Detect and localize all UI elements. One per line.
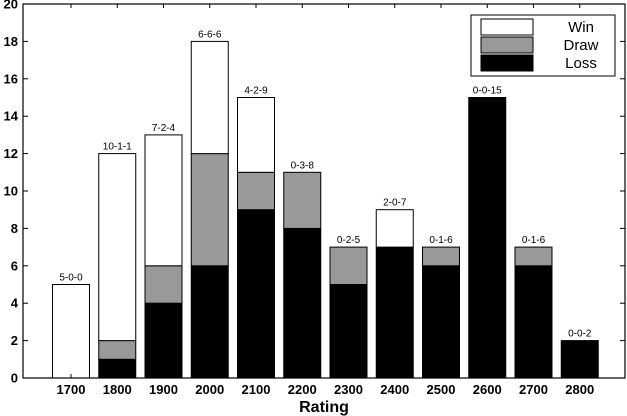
- legend-swatch-win: [480, 18, 534, 36]
- bar-label-2600: 0-0-15: [473, 86, 502, 97]
- y-tick-label-0: 0: [11, 371, 18, 386]
- bar-draw-2000: [190, 153, 229, 267]
- bar-win-1900: [144, 134, 183, 267]
- bar-loss-2300: [329, 284, 368, 379]
- bar-loss-1900: [144, 302, 183, 379]
- bar-loss-2600: [468, 97, 507, 379]
- bar-draw-2300: [329, 246, 368, 286]
- y-tick-label-4: 4: [11, 296, 19, 311]
- bar-label-1700: 5-0-0: [59, 273, 83, 284]
- bar-draw-1900: [144, 265, 183, 304]
- bar-label-2700: 0-1-6: [522, 235, 546, 246]
- bar-loss-2500: [422, 265, 460, 379]
- x-tick-label-2800: 2800: [565, 382, 594, 397]
- bar-loss-2800: [560, 340, 599, 379]
- bar-loss-2400: [375, 246, 414, 379]
- legend-label-loss: Loss: [565, 55, 597, 72]
- x-tick-label-2300: 2300: [334, 382, 363, 397]
- legend-swatch-loss: [480, 54, 534, 72]
- x-tick-label-1900: 1900: [149, 382, 178, 397]
- x-axis: 1700 1800 1900 2000 2100 2200 2300 2400 2500 2600…: [57, 4, 594, 397]
- bar-loss-2000: [190, 265, 229, 379]
- x-tick-label-2700: 2700: [519, 382, 548, 397]
- y-tick-label-20: 20: [4, 0, 18, 12]
- bar-label-2200: 0-3-8: [291, 160, 315, 171]
- plot-frame: [22, 3, 626, 379]
- bar-label-2000: 6-6-6: [198, 29, 222, 40]
- x-tick-label-2600: 2600: [473, 382, 502, 397]
- y-tick-label-10: 10: [4, 184, 18, 199]
- bar-label-1800: 10-1-1: [103, 142, 132, 153]
- bar-win-1800: [98, 153, 137, 342]
- y-tick-label-6: 6: [11, 258, 18, 273]
- y-tick-label-12: 12: [4, 146, 18, 161]
- x-tick-label-2200: 2200: [288, 382, 317, 397]
- bars: [52, 40, 599, 379]
- legend-label-draw: Draw: [563, 37, 598, 54]
- x-axis-label: Rating: [299, 399, 349, 416]
- bar-win-2400: [375, 209, 414, 248]
- x-tick-label-1700: 1700: [57, 382, 86, 397]
- bar-draw-2200: [283, 171, 322, 229]
- legend-swatch-draw: [480, 36, 534, 54]
- x-tick-label-2500: 2500: [427, 382, 456, 397]
- x-tick-label-2000: 2000: [195, 382, 224, 397]
- bar-win-2000: [190, 40, 229, 155]
- y-tick-label-18: 18: [4, 34, 18, 49]
- x-tick-label-2100: 2100: [242, 382, 271, 397]
- y-tick-label-2: 2: [11, 333, 18, 348]
- bar-loss-2200: [283, 227, 322, 379]
- x-tick-label-1800: 1800: [103, 382, 132, 397]
- bar-label-2400: 2-0-7: [383, 198, 407, 209]
- y-axis: 0 2 4 6 8 10 12 14 16 18 20: [4, 0, 625, 386]
- bar-label-2300: 0-2-5: [337, 235, 361, 246]
- bar-draw-1800: [98, 340, 137, 360]
- bar-loss-2100: [237, 209, 275, 379]
- y-tick-label-14: 14: [4, 109, 19, 124]
- bar-draw-2100: [237, 171, 275, 211]
- bar-labels: 5-0-0 10-1-1 7-2-4 6-6-6 4-2-9 0-3-8 0-2-5 2-0-…: [59, 29, 592, 339]
- legend-label-win: Win: [568, 19, 594, 36]
- bar-label-2500: 0-1-6: [429, 235, 453, 246]
- bar-loss-2700: [514, 265, 553, 379]
- bar-label-1900: 7-2-4: [152, 123, 176, 134]
- bar-win-1700: [52, 284, 90, 379]
- bar-label-2800: 0-0-2: [568, 329, 592, 340]
- y-tick-label-8: 8: [11, 221, 18, 236]
- y-tick-label-16: 16: [4, 71, 18, 86]
- bar-win-2100: [237, 97, 275, 173]
- bar-draw-2500: [422, 246, 460, 267]
- x-tick-label-2400: 2400: [380, 382, 409, 397]
- bar-draw-2700: [514, 246, 553, 267]
- bar-label-2100: 4-2-9: [244, 86, 268, 97]
